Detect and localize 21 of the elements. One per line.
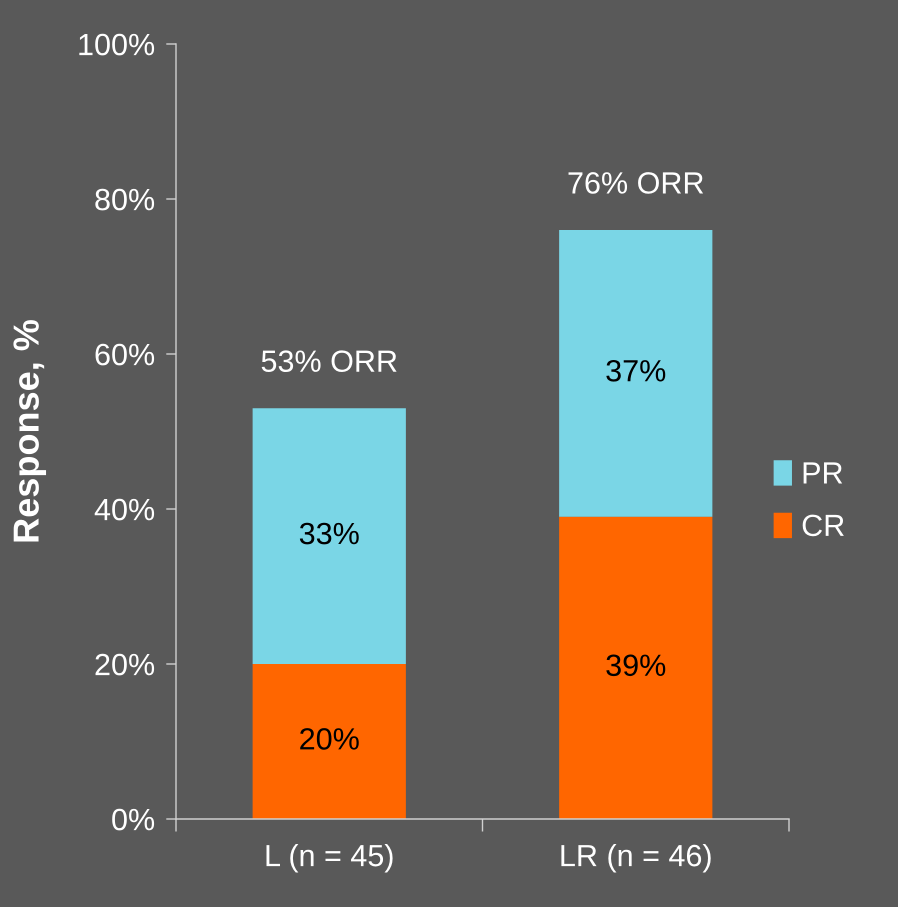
data-label: 33% bbox=[300, 522, 359, 544]
bar bbox=[559, 516, 712, 819]
bar bbox=[252, 664, 406, 819]
y-tick-label: 0% bbox=[112, 808, 154, 830]
y-axis-title: Response, % bbox=[13, 320, 46, 542]
bar bbox=[559, 230, 712, 517]
data-label: 20% bbox=[300, 728, 359, 750]
total-label: 53% ORR bbox=[262, 350, 397, 372]
data-label: 39% bbox=[606, 654, 666, 676]
bar bbox=[252, 408, 406, 664]
x-tick-label: LR (n = 46) bbox=[561, 844, 711, 872]
legend-label: PR bbox=[804, 462, 842, 484]
y-tick-label: 60% bbox=[96, 344, 154, 366]
y-tick-label: 20% bbox=[96, 654, 154, 676]
total-label: 76% ORR bbox=[568, 172, 704, 194]
x-tick-label: L (n = 45) bbox=[266, 844, 393, 872]
y-tick-label: 80% bbox=[95, 188, 154, 210]
y-tick-label: 100% bbox=[79, 34, 154, 56]
legend-label: CR bbox=[802, 514, 844, 536]
data-label: 37% bbox=[606, 360, 666, 382]
y-tick-label: 40% bbox=[94, 498, 154, 520]
